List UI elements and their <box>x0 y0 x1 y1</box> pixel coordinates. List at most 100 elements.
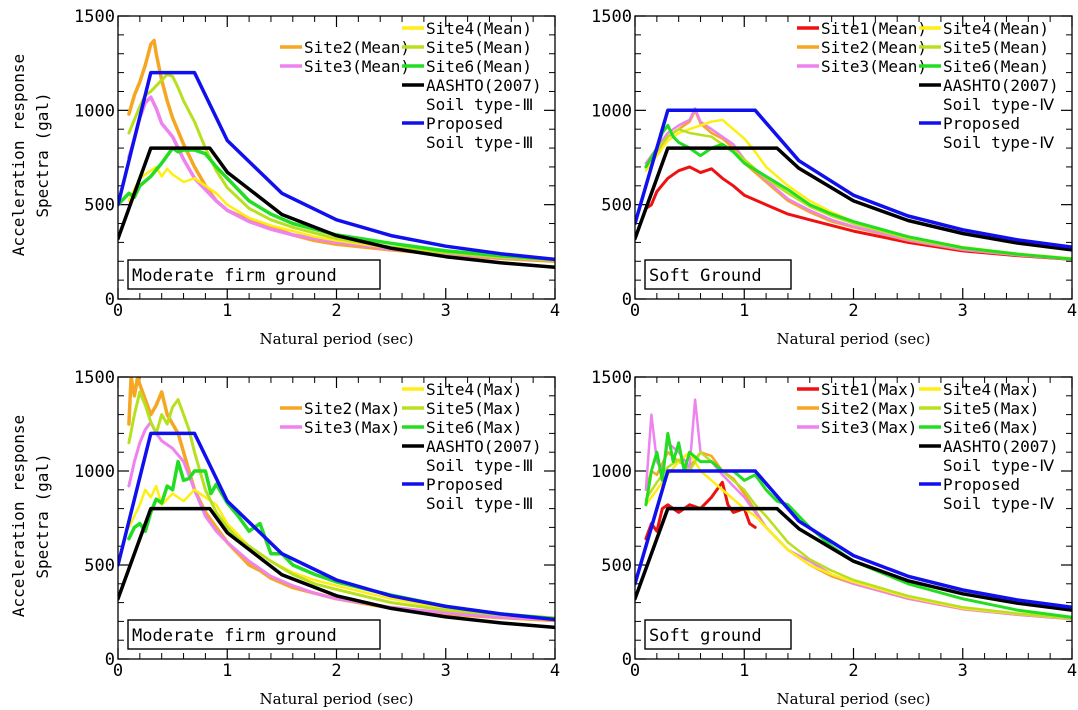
series-line-proposed <box>635 469 1072 610</box>
y-tick-label: 0 <box>105 650 115 670</box>
legend-label: Site3(Mean) <box>821 57 927 76</box>
chart-panel-top-left: 0 1 2 3 4 0 500 1000 1500 Natural period (sec) Mod… <box>74 7 560 348</box>
ylabel-top-line2: Spectra (gal) <box>33 92 52 217</box>
x-tick-label: 1 <box>222 301 232 321</box>
plot-frame <box>634 15 1073 300</box>
series-line-site5-mean- <box>127 73 555 262</box>
x-tick-label: 1 <box>222 661 232 681</box>
ylabel-top-line1: Acceleration response <box>9 54 28 256</box>
x-tick-label: 2 <box>331 661 341 681</box>
legend-label: Site3(Max) <box>821 418 917 437</box>
chart-panel-bottom-left: 0 1 2 3 4 0 500 1000 1500 Natural period (sec) Mod… <box>74 368 560 708</box>
series-line-site6-mean- <box>118 146 555 262</box>
y-tick-label: 0 <box>622 650 632 670</box>
legend-label: Site5(Max) <box>943 399 1039 418</box>
series-line-proposed <box>118 431 555 622</box>
y-tick-label: 500 <box>601 196 632 216</box>
series-line-proposed <box>118 70 555 262</box>
annotation-label: Soft Ground <box>649 266 762 286</box>
series-group <box>118 377 555 630</box>
series-line-aashto-2007- <box>635 146 1072 252</box>
legend-sublabel: Soil type-Ⅲ <box>426 456 533 475</box>
legend-label: Site3(Mean) <box>304 57 410 76</box>
legend-sublabel: Soil type-Ⅲ <box>426 494 533 513</box>
series-group <box>118 38 555 270</box>
legend-label: Site2(Mean) <box>304 38 410 57</box>
legend-label: Site4(Max) <box>426 380 522 399</box>
legend-label: Site5(Mean) <box>426 38 532 57</box>
legend-label: Site4(Mean) <box>426 19 532 38</box>
x-axis-label: Natural period (sec) <box>260 690 414 708</box>
x-tick-label: 0 <box>113 301 123 321</box>
x-axis-label: Natural period (sec) <box>260 330 414 348</box>
y-tick-label: 1000 <box>591 462 632 482</box>
legend-label: Site1(Max) <box>821 380 917 399</box>
y-tick-label: 500 <box>84 556 115 576</box>
series-line-site5-mean- <box>644 127 1072 261</box>
legend-label: AASHTO(2007) <box>426 76 542 95</box>
x-tick-label: 4 <box>1067 301 1077 321</box>
x-tick-label: 0 <box>630 301 640 321</box>
x-tick-label: 2 <box>848 301 858 321</box>
legend-sublabel: Soil type-Ⅳ <box>943 95 1054 114</box>
series-line-site1-mean- <box>644 165 1072 261</box>
series-line-site3-mean- <box>644 107 1072 261</box>
y-tick-label: 0 <box>105 290 115 310</box>
legend-label: Site5(Mean) <box>943 38 1049 57</box>
legend-label: AASHTO(2007) <box>426 437 542 456</box>
legend-label: Site3(Max) <box>304 418 400 437</box>
plot-frame <box>634 376 1073 660</box>
legend-label: Site6(Mean) <box>426 57 532 76</box>
legend-label: Site6(Mean) <box>943 57 1049 76</box>
legend-sublabel: Soil type-Ⅳ <box>943 494 1054 513</box>
series-group <box>635 107 1072 261</box>
y-tick-label: 1500 <box>591 368 632 388</box>
annotation-box <box>127 259 381 290</box>
x-tick-label: 3 <box>958 661 968 681</box>
x-tick-label: 3 <box>441 301 451 321</box>
legend-sublabel: Soil type-Ⅳ <box>943 456 1054 475</box>
series-line-site6-mean- <box>644 123 1072 261</box>
x-axis-label: Natural period (sec) <box>777 330 931 348</box>
annotation-label: Moderate firm ground <box>132 266 337 286</box>
y-tick-label: 500 <box>84 196 115 216</box>
legend-label: Proposed <box>943 114 1020 133</box>
y-tick-label: 1000 <box>74 462 115 482</box>
legend-sublabel: Soil type-Ⅲ <box>426 95 533 114</box>
x-axis-label: Natural period (sec) <box>777 690 931 708</box>
annotation-box <box>644 259 792 290</box>
annotation-box <box>644 619 792 650</box>
y-tick-label: 1500 <box>591 7 632 27</box>
legend-label: AASHTO(2007) <box>943 76 1059 95</box>
plot-frame <box>117 376 556 660</box>
series-group <box>635 398 1072 621</box>
x-tick-label: 4 <box>550 301 560 321</box>
x-tick-label: 1 <box>739 661 749 681</box>
chart-panel-top-right: 0 1 2 3 4 0 500 1000 1500 Natural period (sec) Sof… <box>591 7 1077 348</box>
legend-label: Proposed <box>943 475 1020 494</box>
x-tick-label: 3 <box>441 661 451 681</box>
legend-label: AASHTO(2007) <box>943 437 1059 456</box>
y-tick-label: 1500 <box>74 7 115 27</box>
legend-label: Site5(Max) <box>426 399 522 418</box>
series-line-aashto-2007- <box>118 146 555 270</box>
legend-sublabel: Soil type-Ⅳ <box>943 133 1054 152</box>
series-line-proposed <box>635 108 1072 249</box>
annotation-box <box>127 619 381 650</box>
legend-label: Proposed <box>426 114 503 133</box>
legend-label: Proposed <box>426 475 503 494</box>
legend-label: Site2(Max) <box>304 399 400 418</box>
y-tick-label: 1000 <box>591 101 632 121</box>
legend-label: Site2(Mean) <box>821 38 927 57</box>
series-line-site5-max- <box>644 450 1072 620</box>
y-tick-label: 1500 <box>74 368 115 388</box>
x-tick-label: 4 <box>1067 661 1077 681</box>
series-line-aashto-2007- <box>635 506 1072 612</box>
legend-label: Site4(Mean) <box>943 19 1049 38</box>
legend-label: Site1(Mean) <box>821 19 927 38</box>
annotation-label: Moderate firm ground <box>132 626 337 646</box>
series-line-aashto-2007- <box>118 506 555 630</box>
y-tick-label: 0 <box>622 290 632 310</box>
legend-label: Site2(Max) <box>821 399 917 418</box>
